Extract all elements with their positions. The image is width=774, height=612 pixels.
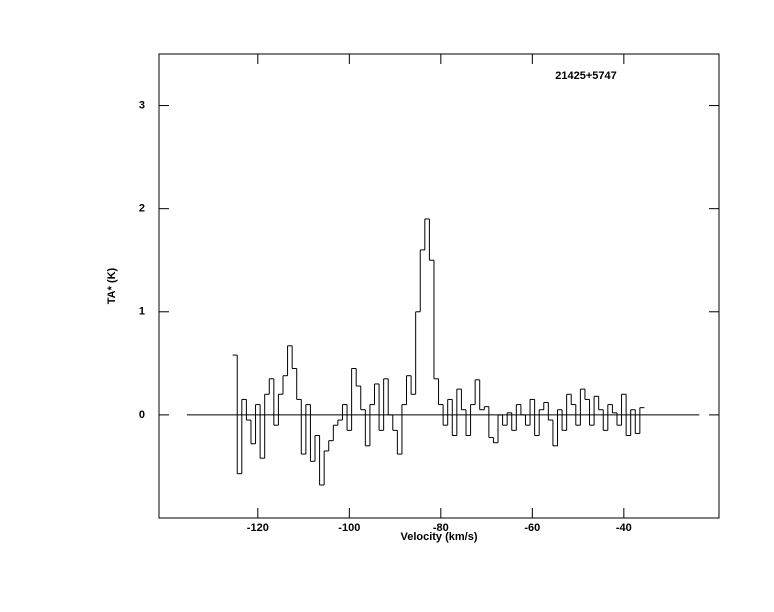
x-tick-label: -40 bbox=[616, 522, 632, 534]
plot-frame bbox=[158, 53, 720, 519]
x-tick-label: -120 bbox=[247, 522, 269, 534]
x-tick-label: -60 bbox=[524, 522, 540, 534]
y-tick-label: 1 bbox=[139, 306, 145, 318]
y-axis-label: TA* (K) bbox=[106, 267, 118, 304]
y-tick-label: 2 bbox=[139, 203, 145, 215]
y-tick-label: 3 bbox=[139, 99, 145, 111]
x-axis-label: Velocity (km/s) bbox=[400, 531, 477, 543]
chart-title: 21425+5747 bbox=[555, 70, 616, 82]
y-tick-label: 0 bbox=[139, 409, 145, 421]
x-tick-label: -80 bbox=[433, 522, 449, 534]
x-tick-label: -100 bbox=[338, 522, 360, 534]
